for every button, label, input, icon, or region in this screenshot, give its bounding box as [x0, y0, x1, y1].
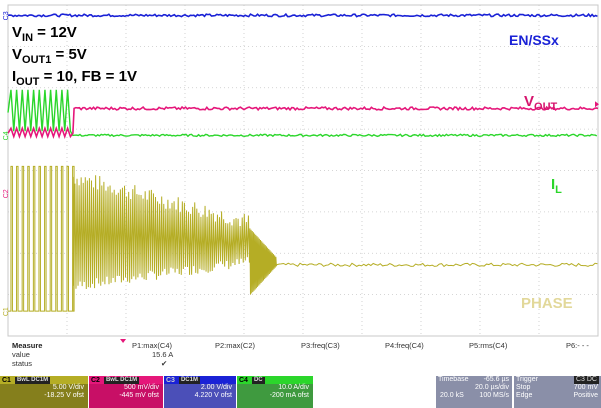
trigger-level-marker	[595, 101, 599, 108]
channel-marker-c4: C4	[3, 131, 10, 140]
trigger-box[interactable]: Trigger C3 DC Stop 700 mV Edge Positive	[514, 376, 601, 408]
channel-marker-c2: C2	[3, 189, 10, 198]
channel-c2-vdiv: 500 mV/div	[123, 384, 159, 391]
channel-marker-c3: C3	[3, 11, 10, 20]
vin-condition: VIN = 12V	[12, 24, 77, 44]
channel-c3-vdiv: 2.00 V/div	[200, 384, 232, 391]
measure-p3-name[interactable]: P3:freq(C3)	[301, 341, 340, 350]
measure-p1-status: ✔	[161, 359, 168, 368]
timebase-rate: 100 MS/s	[479, 392, 509, 399]
channel-c1-box[interactable]: C1 BwL DC1M 5.00 V/div -18.25 V ofst	[0, 376, 88, 408]
measure-p4-name[interactable]: P4:freq(C4)	[385, 341, 424, 350]
vout-trace	[7, 105, 599, 140]
plot-traces	[7, 12, 599, 312]
measure-p5-name[interactable]: P5:rms(C4)	[469, 341, 508, 350]
phase-trace	[8, 165, 598, 312]
plot-border	[7, 4, 599, 337]
timebase-box[interactable]: Timebase -65.6 µs 20.0 µs/div 20.0 kS 100 …	[436, 376, 512, 408]
vout1-condition: VOUT1 = 5V	[12, 46, 87, 66]
en-ssx-label: EN/SSx	[509, 32, 559, 48]
il-label: IL	[551, 176, 562, 196]
channel-c4-vdiv: 10.0 A/div	[278, 384, 309, 391]
channel-c4-offset: -200 mA ofst	[269, 392, 309, 399]
iout-condition: IOUT = 10, FB = 1V	[12, 68, 137, 88]
timebase-per-div: 20.0 µs/div	[475, 384, 509, 391]
channel-c1-vdiv: 5.00 V/div	[52, 384, 84, 391]
measure-p2-name[interactable]: P2:max(C2)	[215, 341, 256, 350]
plot-grid	[7, 4, 599, 337]
channel-c3-box[interactable]: C3 DC1M 2.00 V/div 4.220 V ofst	[164, 376, 236, 408]
measure-p6-name[interactable]: P6:- - -	[566, 341, 589, 350]
measure-heading: Measure	[12, 341, 43, 350]
vout-label: VOUT	[524, 93, 558, 113]
measure-row-value: value	[12, 350, 30, 359]
channel-c3-offset: 4.220 V ofst	[194, 392, 232, 399]
phase-label: PHASE	[521, 295, 573, 312]
channel-c2-box[interactable]: C2 BwL DC1M 500 mV/div -445 mV ofst	[89, 376, 163, 408]
measure-p1-value: 15.6 A	[152, 350, 174, 359]
measure-p1-name[interactable]: P1:max(C4)	[132, 341, 173, 350]
il-trace	[7, 89, 598, 138]
trigger-position-marker	[120, 339, 127, 343]
measure-row-status: status	[12, 359, 33, 368]
channel-marker-c1: C1	[3, 307, 10, 316]
timebase-samples: 20.0 kS	[440, 392, 464, 399]
channel-c2-offset: -445 mV ofst	[119, 392, 159, 399]
en-ssx-trace	[7, 12, 598, 18]
plot-markers: C3 C4 C2 C1	[3, 11, 599, 343]
channel-c1-offset: -18.25 V ofst	[44, 392, 84, 399]
channel-c4-box[interactable]: C4 DC 10.0 A/div -200 mA ofst	[237, 376, 313, 408]
